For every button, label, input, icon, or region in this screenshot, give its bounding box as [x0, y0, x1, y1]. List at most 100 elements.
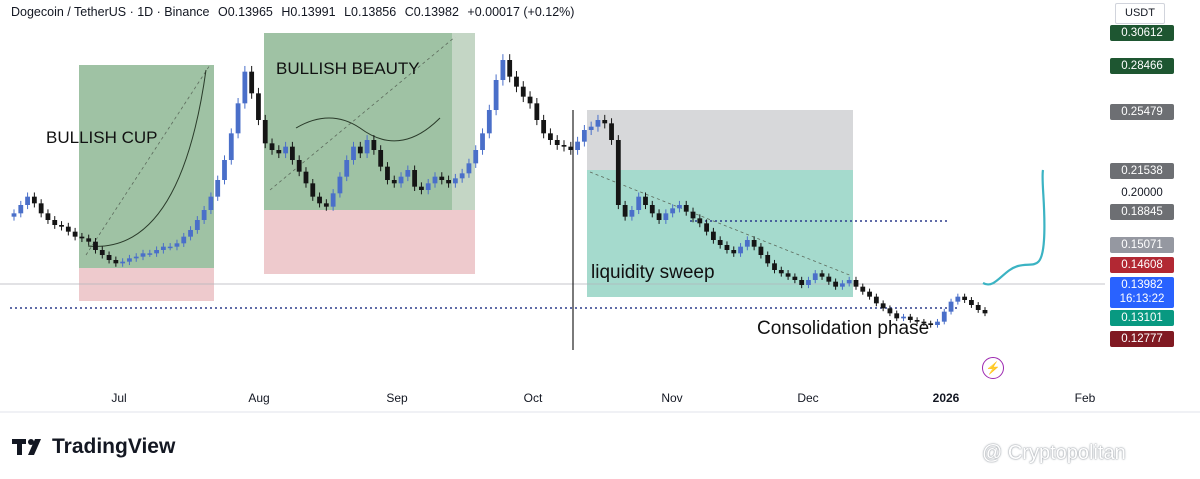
bullish-cup-zone	[79, 65, 214, 268]
price-tag-value: 0.28466	[1121, 60, 1163, 72]
lightning-icon[interactable]: ⚡	[982, 357, 1004, 379]
candle-body	[276, 150, 282, 154]
candle-body	[11, 213, 17, 217]
tradingview-logo-text: TradingView	[52, 435, 176, 458]
candle-body	[704, 223, 710, 232]
beauty-trend-line	[269, 36, 456, 191]
currency-button[interactable]: USDT	[1115, 3, 1165, 24]
candle-body	[731, 250, 737, 254]
candle-body	[880, 303, 886, 309]
symbol-title: Dogecoin / TetherUS · 1D · Binance	[11, 5, 210, 19]
candle-body	[391, 180, 397, 184]
candle-body	[873, 296, 879, 304]
candle-body	[717, 240, 723, 245]
candle-body	[93, 241, 98, 250]
target-zone	[587, 110, 853, 170]
price-tag: 0.21538	[1110, 163, 1174, 179]
candle-body	[928, 323, 934, 325]
candle-body	[385, 166, 390, 180]
candle-body	[262, 120, 268, 144]
candle-body	[405, 170, 411, 177]
candle-body	[201, 210, 207, 220]
candle-body	[588, 126, 594, 130]
candle-body	[133, 256, 139, 259]
cup-trend-line	[85, 64, 211, 256]
price-tag: 0.13982 16:13:22	[1110, 277, 1174, 308]
price-tag-value: 0.30612	[1121, 27, 1163, 39]
candle-body	[446, 180, 451, 184]
candle-body	[412, 170, 418, 187]
candle-body	[127, 258, 132, 262]
candle-body	[527, 96, 533, 104]
candle-body	[31, 196, 37, 204]
candle-body	[38, 203, 44, 214]
price-tag: 0.14608	[1110, 257, 1174, 273]
candle-body	[907, 316, 913, 320]
x-tick-2026: 2026	[932, 391, 960, 405]
symbol-header: Dogecoin / TetherUS · 1D · Binance O0.13…	[11, 5, 579, 19]
candle-body	[840, 283, 845, 287]
candle-body	[724, 245, 730, 250]
candle-body	[378, 150, 384, 167]
candle-body	[955, 296, 961, 302]
candle-body	[208, 196, 214, 210]
candle-body	[744, 240, 750, 247]
candle-body	[222, 160, 227, 180]
candle-body	[806, 280, 811, 285]
candle-body	[833, 281, 839, 287]
candle-body	[649, 205, 655, 214]
candle-body	[303, 171, 309, 184]
candle-body	[459, 173, 465, 179]
x-tick-nov: Nov	[661, 391, 683, 405]
candle-body	[249, 71, 255, 94]
candle-body	[113, 260, 119, 264]
candle-body	[941, 311, 947, 322]
annotation-consolidation: Consolidation phase	[757, 318, 930, 339]
candle-body	[432, 176, 438, 184]
bullish-beauty-zone	[264, 33, 475, 210]
cup-curve	[87, 69, 207, 247]
candle-body	[154, 250, 159, 254]
candle-body	[602, 120, 608, 124]
candle-body	[486, 110, 492, 134]
x-tick-aug: Aug	[248, 391, 270, 405]
candle-body	[25, 196, 30, 205]
price-tag: 0.12777	[1110, 331, 1174, 347]
candle-body	[683, 205, 689, 212]
candle-body	[215, 180, 221, 197]
candlestick-series	[11, 54, 988, 328]
candle-body	[507, 60, 513, 77]
candle-body	[337, 176, 343, 194]
candle-body	[969, 300, 974, 305]
x-tick-jul: Jul	[111, 391, 127, 405]
candle-body	[819, 273, 825, 277]
high-value: H0.13991	[281, 5, 336, 19]
liquidity-sweep-zone	[587, 170, 853, 297]
watermark: @ Cryptopolitan	[982, 442, 1126, 464]
candle-body	[853, 280, 859, 287]
candle-body	[622, 205, 628, 217]
price-tag-value: 0.20000	[1121, 187, 1163, 199]
candle-body	[425, 183, 431, 190]
candle-body	[697, 218, 703, 224]
candle-body	[480, 133, 485, 150]
x-tick-feb: Feb	[1074, 391, 1096, 405]
price-tag: 0.18845	[1110, 204, 1174, 220]
candle-body	[317, 196, 322, 204]
candle-body	[283, 146, 289, 154]
candle-body	[643, 196, 648, 205]
projection-curve	[982, 169, 1046, 286]
price-tag-value: 0.14608	[1121, 259, 1163, 271]
candle-body	[99, 250, 105, 255]
candle-body	[323, 203, 329, 207]
candle-body	[364, 140, 370, 154]
candle-body	[887, 308, 893, 314]
candle-body	[296, 160, 302, 172]
candle-body	[514, 76, 519, 87]
candle-body	[568, 146, 574, 150]
candle-body	[778, 270, 784, 274]
candle-body	[493, 80, 499, 110]
candle-body	[18, 205, 24, 214]
close-value: C0.13982	[404, 5, 459, 19]
candle-body	[826, 276, 832, 282]
